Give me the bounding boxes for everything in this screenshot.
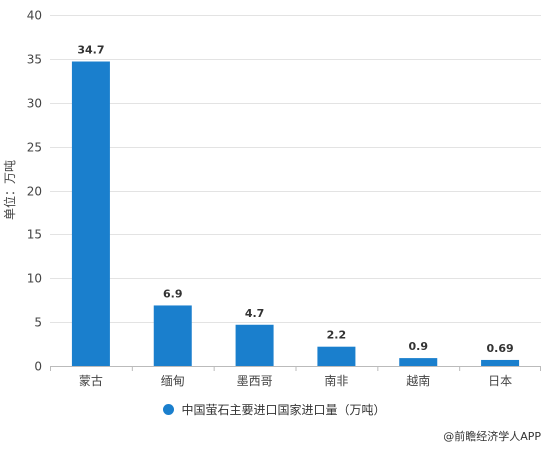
- legend-marker: [163, 404, 175, 415]
- data-label: 4.7: [245, 307, 265, 320]
- data-label: 6.9: [163, 287, 183, 300]
- bar: [399, 358, 438, 366]
- x-tick-label: 墨西哥: [237, 374, 273, 388]
- data-label: 34.7: [77, 44, 104, 57]
- y-tick-label: 40: [27, 9, 42, 23]
- bar: [235, 324, 274, 366]
- legend-label: 中国萤石主要进口国家进口量（万吨）: [181, 403, 386, 417]
- legend: 中国萤石主要进口国家进口量（万吨）: [0, 401, 549, 418]
- data-label: 2.2: [327, 329, 347, 342]
- y-tick-label: 35: [27, 53, 42, 67]
- y-tick-label: 5: [34, 316, 42, 330]
- x-tick-label: 南非: [324, 373, 348, 388]
- y-tick-label: 10: [27, 272, 42, 286]
- data-label: 0.69: [487, 342, 514, 355]
- y-axis-ticks: 0 5 10 15 20 25 30 35 40: [27, 9, 42, 374]
- y-tick-label: 0: [34, 360, 42, 374]
- y-tick-label: 25: [27, 141, 42, 155]
- bar: [153, 305, 192, 366]
- x-tick-label: 日本: [488, 374, 512, 388]
- y-axis-label: 单位：万吨: [2, 160, 17, 220]
- data-label: 0.9: [409, 340, 429, 353]
- bar: [317, 346, 356, 366]
- bars: 34.7 6.9 4.7 2.2 0.9 0.69: [71, 44, 520, 366]
- y-tick-label: 30: [27, 97, 42, 111]
- gridlines: [50, 15, 541, 367]
- bar: [71, 61, 110, 366]
- x-tick-label: 越南: [406, 373, 430, 388]
- x-tick-label: 缅甸: [161, 374, 185, 388]
- y-tick-label: 20: [27, 185, 42, 199]
- y-tick-label: 15: [27, 228, 42, 242]
- x-tick-label: 蒙古: [79, 373, 103, 388]
- source-credit: @前瞻经济学人APP: [443, 430, 541, 443]
- bar: [481, 359, 520, 366]
- x-axis-ticks: 蒙古 缅甸 墨西哥 南非 越南 日本: [50, 366, 541, 388]
